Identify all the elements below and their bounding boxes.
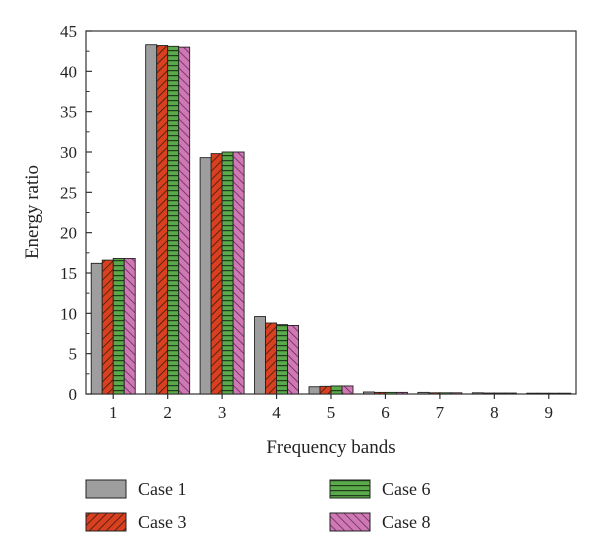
bar-case-1-band-2 xyxy=(145,44,158,395)
y-tick-label: 0 xyxy=(69,385,78,404)
bar-case-6-band-9 xyxy=(548,392,561,395)
y-tick-label: 20 xyxy=(60,224,77,243)
bar-case-1-band-4 xyxy=(254,316,267,395)
bar-case-6-band-7 xyxy=(439,392,452,395)
bar-case-6-band-3 xyxy=(221,151,234,395)
x-tick-label: 7 xyxy=(436,403,445,422)
legend-label: Case 8 xyxy=(382,512,431,532)
bar-case-8-band-5 xyxy=(341,385,354,395)
bar-case-8-band-9 xyxy=(559,392,572,395)
bars xyxy=(90,44,572,395)
bar-case-3-band-4 xyxy=(265,322,278,395)
x-axis: 1 2 3 4 5 6 7 8 9 xyxy=(109,394,553,422)
bar-case-8-band-3 xyxy=(232,151,245,395)
y-tick-label: 35 xyxy=(60,103,77,122)
bar-case-1-band-1 xyxy=(90,262,103,395)
bar-case-3-band-7 xyxy=(428,392,441,395)
x-tick-label: 8 xyxy=(490,403,499,422)
bar-case-3-band-5 xyxy=(319,385,332,395)
bar-case-6-band-4 xyxy=(276,324,289,395)
legend-swatch-case-1 xyxy=(85,479,127,499)
x-tick-label: 5 xyxy=(327,403,336,422)
bar-case-1-band-7 xyxy=(417,391,430,395)
y-tick-label: 25 xyxy=(60,183,77,202)
x-tick-label: 3 xyxy=(218,403,227,422)
legend-label: Case 6 xyxy=(382,479,431,499)
y-tick-label: 40 xyxy=(60,62,77,81)
x-tick-label: 2 xyxy=(163,403,172,422)
bar-case-3-band-2 xyxy=(156,45,169,395)
bar-case-3-band-9 xyxy=(537,392,550,395)
bar-case-8-band-1 xyxy=(123,258,136,395)
bar-case-1-band-6 xyxy=(362,391,375,395)
y-tick-label: 30 xyxy=(60,143,77,162)
legend-swatch-case-8 xyxy=(329,512,371,532)
bar-case-1-band-3 xyxy=(199,157,212,395)
legend-label: Case 1 xyxy=(138,479,187,499)
bar-case-1-band-5 xyxy=(308,386,321,395)
bar-case-1-band-8 xyxy=(471,392,484,395)
y-axis-label: Energy ratio xyxy=(22,165,43,259)
bar-case-3-band-1 xyxy=(101,259,114,395)
legend: Case 1 Case 3 Case 6 Case 8 xyxy=(85,479,431,532)
bar-case-6-band-2 xyxy=(167,45,180,395)
legend-label: Case 3 xyxy=(138,512,187,532)
x-axis-label: Frequency bands xyxy=(266,437,395,458)
x-tick-label: 1 xyxy=(109,403,118,422)
bar-case-6-band-6 xyxy=(384,391,397,395)
bar-case-3-band-3 xyxy=(210,153,223,395)
bar-case-1-band-9 xyxy=(526,392,539,395)
x-tick-label: 6 xyxy=(381,403,390,422)
legend-swatch-case-6 xyxy=(329,479,371,499)
x-tick-label: 4 xyxy=(272,403,281,422)
bar-case-8-band-7 xyxy=(450,392,463,395)
y-axis: 0 5 10 15 20 25 30 35 40 45 xyxy=(60,22,92,404)
y-tick-label: 15 xyxy=(60,264,77,283)
bar-case-8-band-6 xyxy=(395,391,408,395)
y-tick-label: 10 xyxy=(60,304,77,323)
bar-case-6-band-5 xyxy=(330,385,343,395)
bar-case-3-band-6 xyxy=(373,391,386,395)
legend-swatch-case-3 xyxy=(85,512,127,532)
bar-case-6-band-1 xyxy=(112,258,125,395)
x-tick-label: 9 xyxy=(545,403,554,422)
y-tick-label: 5 xyxy=(69,345,78,364)
bar-case-8-band-2 xyxy=(178,46,191,395)
bar-case-6-band-8 xyxy=(493,392,506,395)
bar-case-3-band-8 xyxy=(482,392,495,395)
bar-case-8-band-8 xyxy=(504,392,517,395)
bar-case-8-band-4 xyxy=(287,324,300,395)
y-tick-label: 45 xyxy=(60,22,77,41)
